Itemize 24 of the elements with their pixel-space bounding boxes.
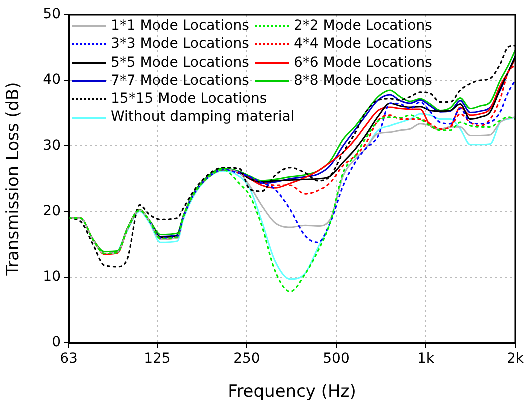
x-axis-title: Frequency (Hz) <box>228 382 356 402</box>
x-tick-label: 125 <box>144 351 171 368</box>
x-tick-label: 250 <box>234 351 260 368</box>
legend-label: 6*6 Mode Locations <box>294 54 432 72</box>
y-tick-label: 0 <box>52 334 61 351</box>
y-tick-label: 30 <box>43 138 61 154</box>
legend-label: 1*1 Mode Locations <box>111 17 250 36</box>
legend-label: Without damping material <box>111 108 295 127</box>
y-tick-label: 40 <box>43 72 61 88</box>
legend-label: 8*8 Mode Locations <box>294 72 432 90</box>
x-tick-label: 500 <box>323 351 350 368</box>
y-tick-label: 20 <box>43 203 61 220</box>
legend-label: 2*2 Mode Locations <box>294 17 432 36</box>
legend-label: 3*3 Mode Locations <box>111 35 250 54</box>
y-tick-label: 50 <box>43 6 61 23</box>
legend-label: 4*4 Mode Locations <box>294 35 432 54</box>
y-axis-title: Transmission Loss (dB) <box>4 82 24 277</box>
legend-label: 5*5 Mode Locations <box>111 54 250 72</box>
legend-label: 7*7 Mode Locations <box>111 72 250 90</box>
x-tick-label: 1k <box>417 351 436 368</box>
y-tick-label: 10 <box>43 269 61 286</box>
x-tick-label: 63 <box>60 351 78 368</box>
legend-label: 15*15 Mode Locations <box>111 90 268 108</box>
x-tick-label: 2k <box>506 351 525 368</box>
